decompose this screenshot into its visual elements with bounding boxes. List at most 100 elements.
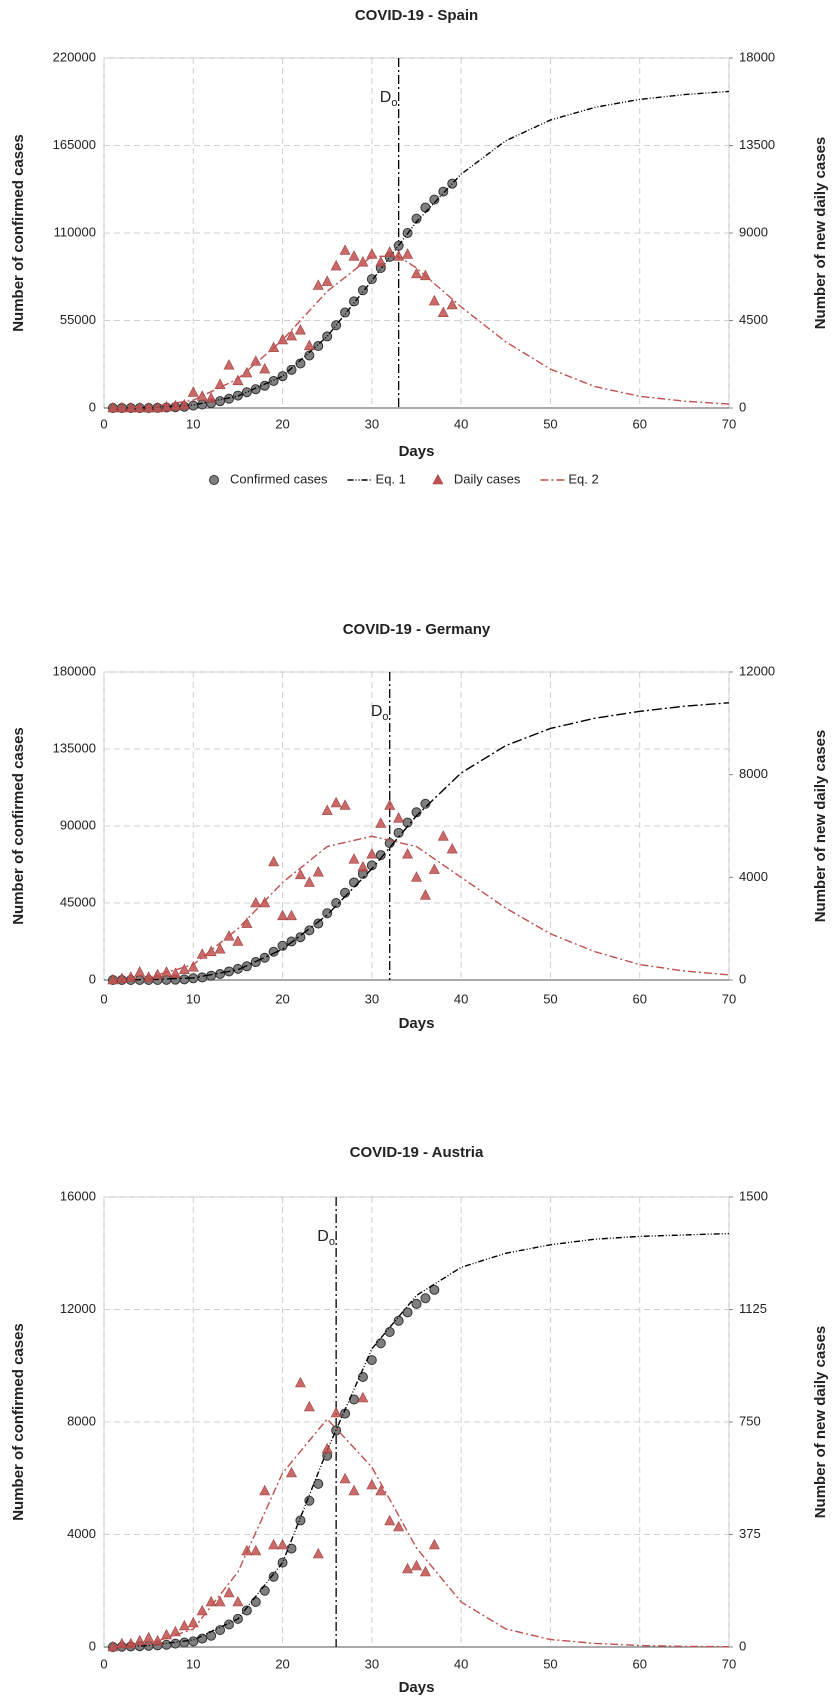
point xyxy=(303,876,315,887)
x-tick-label: 30 xyxy=(365,416,379,431)
point xyxy=(286,1543,297,1554)
point xyxy=(357,860,369,872)
d-label: Do xyxy=(380,89,398,109)
fit-line xyxy=(112,835,730,981)
point xyxy=(375,850,386,861)
point xyxy=(116,972,128,984)
point xyxy=(428,294,440,306)
point xyxy=(259,1585,270,1596)
point xyxy=(223,1586,235,1598)
point xyxy=(259,952,270,963)
point xyxy=(437,306,449,318)
point xyxy=(411,267,422,279)
point xyxy=(286,909,297,921)
y2-tick-label: 8000 xyxy=(739,766,768,781)
y-tick-label: 0 xyxy=(89,971,96,986)
point xyxy=(357,1372,368,1382)
point xyxy=(437,830,449,841)
point xyxy=(223,359,235,370)
point xyxy=(375,1338,386,1349)
point xyxy=(277,909,289,921)
chart-title: COVID-19 - Spain xyxy=(355,7,478,24)
y2-tick-label: 375 xyxy=(739,1526,761,1541)
y-tick-label: 12000 xyxy=(60,1301,96,1316)
x-tick-label: 40 xyxy=(454,1656,468,1671)
point xyxy=(250,1544,262,1556)
y-axis-label: Number of confirmed cases xyxy=(10,134,27,332)
point xyxy=(366,248,378,259)
point xyxy=(313,918,324,929)
y-tick-label: 110000 xyxy=(54,224,96,239)
point xyxy=(446,298,458,310)
x-tick-label: 30 xyxy=(365,991,379,1006)
point xyxy=(384,246,396,257)
point xyxy=(161,400,172,412)
point xyxy=(375,817,387,828)
x-tick-label: 70 xyxy=(722,991,736,1006)
point xyxy=(366,848,378,859)
point xyxy=(214,1595,226,1607)
d-label-main: D xyxy=(380,89,392,106)
x-tick-label: 60 xyxy=(632,416,646,431)
point xyxy=(348,250,360,261)
point xyxy=(304,1495,315,1506)
y-tick-label: 180000 xyxy=(53,663,96,678)
y2-tick-label: 0 xyxy=(739,1638,746,1653)
chart-title: COVID-19 - Austria xyxy=(350,1144,484,1161)
y-tick-label: 0 xyxy=(89,1638,96,1653)
point xyxy=(322,908,333,919)
point xyxy=(402,248,414,259)
point xyxy=(411,213,422,224)
point xyxy=(393,827,404,838)
point xyxy=(393,1520,405,1532)
legend-label: Eq. 2 xyxy=(568,471,598,486)
y2-axis-label: Number of new daily cases xyxy=(812,137,829,330)
x-tick-label: 20 xyxy=(275,1656,289,1671)
point xyxy=(339,1472,351,1484)
y-tick-label: 55000 xyxy=(60,312,96,327)
point xyxy=(366,1478,378,1490)
point xyxy=(446,842,458,854)
point xyxy=(393,1315,404,1326)
legend-swatch xyxy=(432,473,444,485)
y2-tick-label: 4500 xyxy=(739,312,768,327)
point xyxy=(277,1538,289,1550)
y2-tick-label: 18000 xyxy=(739,49,775,64)
point xyxy=(134,966,146,977)
point xyxy=(268,1538,280,1550)
x-tick-label: 0 xyxy=(100,1656,107,1671)
point xyxy=(161,966,172,977)
point xyxy=(134,401,146,413)
legend-swatch xyxy=(209,475,219,485)
point xyxy=(196,1604,208,1616)
y2-tick-label: 12000 xyxy=(739,663,775,678)
point xyxy=(268,375,279,386)
point xyxy=(179,1637,190,1648)
x-tick-label: 50 xyxy=(543,1656,557,1671)
point xyxy=(250,355,262,366)
point xyxy=(384,799,396,810)
point xyxy=(420,202,431,213)
point xyxy=(429,1284,440,1295)
point xyxy=(152,968,164,980)
point xyxy=(294,1376,306,1388)
point xyxy=(420,1293,431,1304)
point xyxy=(402,1562,414,1574)
point xyxy=(348,853,360,864)
y2-tick-label: 1500 xyxy=(739,1188,768,1203)
d-label-sub: o xyxy=(329,1236,335,1248)
point xyxy=(259,362,271,374)
y-tick-label: 45000 xyxy=(60,894,96,909)
d-label-main: D xyxy=(317,1228,329,1245)
y-tick-label: 165000 xyxy=(53,137,96,152)
point xyxy=(187,386,199,397)
point xyxy=(321,1442,333,1454)
point xyxy=(134,1634,146,1646)
point xyxy=(161,1639,172,1650)
point xyxy=(321,804,333,815)
point xyxy=(169,967,181,978)
point xyxy=(330,259,342,271)
x-tick-label: 0 xyxy=(100,991,107,1006)
point xyxy=(206,1630,217,1641)
